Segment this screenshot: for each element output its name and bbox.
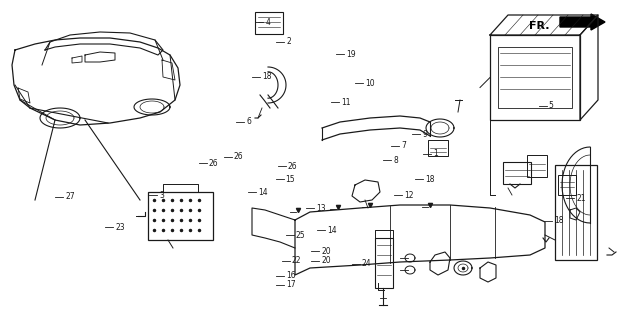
Text: 15: 15	[286, 175, 295, 184]
Text: 18: 18	[262, 72, 272, 81]
Bar	[490, 35, 580, 120]
Text: 13: 13	[316, 204, 325, 212]
Text: 19: 19	[346, 50, 355, 59]
Text: 1: 1	[433, 149, 438, 158]
Text: 23: 23	[115, 223, 125, 232]
Text: 4: 4	[265, 18, 270, 27]
Text: 14: 14	[258, 188, 267, 196]
Text: 14: 14	[327, 226, 337, 235]
Bar	[558, 175, 576, 195]
Bar	[428, 140, 448, 156]
Text: 20: 20	[321, 247, 331, 256]
Text: 9: 9	[422, 130, 427, 139]
Bar	[148, 192, 213, 240]
Text: 21: 21	[576, 194, 586, 203]
Text: 8: 8	[393, 156, 398, 164]
Text: 22: 22	[292, 256, 301, 265]
Text: 18: 18	[425, 175, 434, 184]
Bar	[498, 47, 572, 108]
Text: 18: 18	[554, 216, 564, 225]
Text: 3: 3	[159, 191, 164, 200]
Text: 24: 24	[362, 260, 371, 268]
Text: 25: 25	[296, 231, 305, 240]
Bar	[527, 155, 547, 177]
Text: 5: 5	[549, 101, 554, 110]
Text: 12: 12	[404, 191, 414, 200]
Text: 2: 2	[286, 37, 291, 46]
Text: FR.: FR.	[530, 21, 550, 31]
Text: 26: 26	[234, 152, 243, 161]
Text: 17: 17	[286, 280, 296, 289]
Text: 11: 11	[341, 98, 351, 107]
Text: 27: 27	[65, 192, 75, 201]
Text: 26: 26	[288, 162, 297, 171]
Text: 16: 16	[286, 271, 296, 280]
FancyArrow shape	[560, 14, 605, 30]
Text: 10: 10	[365, 79, 375, 88]
Bar	[503, 162, 531, 184]
Bar	[555, 165, 597, 260]
Text: 7: 7	[401, 141, 406, 150]
Text: 6: 6	[246, 117, 252, 126]
Text: 26: 26	[209, 159, 218, 168]
Bar	[375, 238, 393, 288]
Text: 20: 20	[321, 256, 331, 265]
Bar	[255, 12, 283, 34]
